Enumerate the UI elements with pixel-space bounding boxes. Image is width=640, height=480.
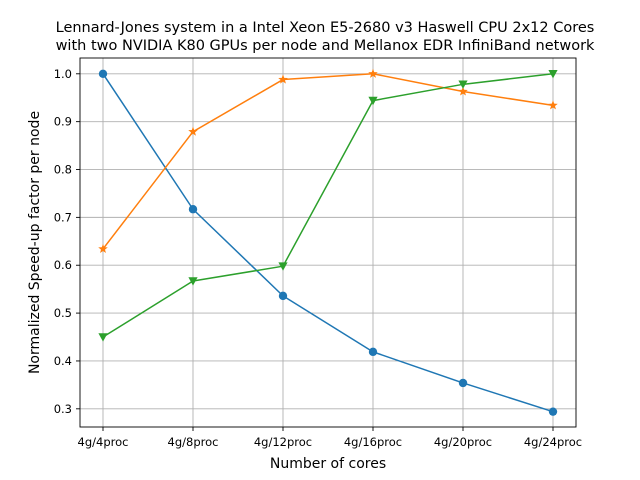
x-tick-label: 4g/4proc xyxy=(78,435,129,449)
y-tick-label: 0.3 xyxy=(54,402,72,416)
x-tick-label: 4g/20proc xyxy=(434,435,492,449)
axis-ticks: 4g/4proc 4g/8proc 4g/12proc 4g/16proc 4g/20p… xyxy=(54,67,582,449)
data-point xyxy=(188,126,198,136)
data-point xyxy=(458,86,468,96)
chart-title-line-1: Lennard-Jones system in a Intel Xeon E5-… xyxy=(56,20,595,36)
data-point xyxy=(458,80,468,89)
chart-title-line-2: with two NVIDIA K80 GPUs per node and Me… xyxy=(56,38,595,54)
data-point xyxy=(188,277,198,286)
data-point xyxy=(278,262,288,271)
y-axis-label: Normalized Speed-up factor per node xyxy=(27,111,43,374)
data-point xyxy=(368,96,378,106)
data-point xyxy=(368,68,378,78)
y-tick-label: 0.4 xyxy=(54,354,72,368)
series-line xyxy=(102,73,554,413)
plot-frame xyxy=(79,57,577,428)
data-point xyxy=(458,378,468,388)
data-point xyxy=(368,347,378,357)
data-point xyxy=(278,291,288,301)
y-tick-label: 0.7 xyxy=(54,210,72,224)
data-point xyxy=(548,407,558,416)
data-point xyxy=(548,69,558,79)
data-point xyxy=(98,333,108,342)
grid xyxy=(80,58,576,427)
y-tick-label: 1.0 xyxy=(54,67,72,81)
x-tick-label: 4g/8proc xyxy=(168,435,219,449)
x-tick-label: 4g/12proc xyxy=(254,435,312,449)
data-point xyxy=(98,69,108,78)
y-tick-label: 0.8 xyxy=(54,163,72,177)
y-tick-label: 0.6 xyxy=(54,258,72,272)
data-point xyxy=(98,243,108,254)
series-2 xyxy=(98,68,558,254)
series-1 xyxy=(98,69,558,416)
series-line xyxy=(102,73,554,250)
series-group xyxy=(98,68,558,416)
data-point xyxy=(278,74,288,84)
y-tick-label: 0.9 xyxy=(54,115,72,129)
x-axis-label: Number of cores xyxy=(270,456,386,472)
x-tick-label: 4g/24proc xyxy=(524,435,582,449)
data-point xyxy=(188,205,198,214)
series-3 xyxy=(98,69,558,342)
y-tick-label: 0.5 xyxy=(54,306,72,320)
series-line xyxy=(102,73,554,338)
x-tick-label: 4g/16proc xyxy=(344,435,402,449)
data-point xyxy=(548,100,558,110)
